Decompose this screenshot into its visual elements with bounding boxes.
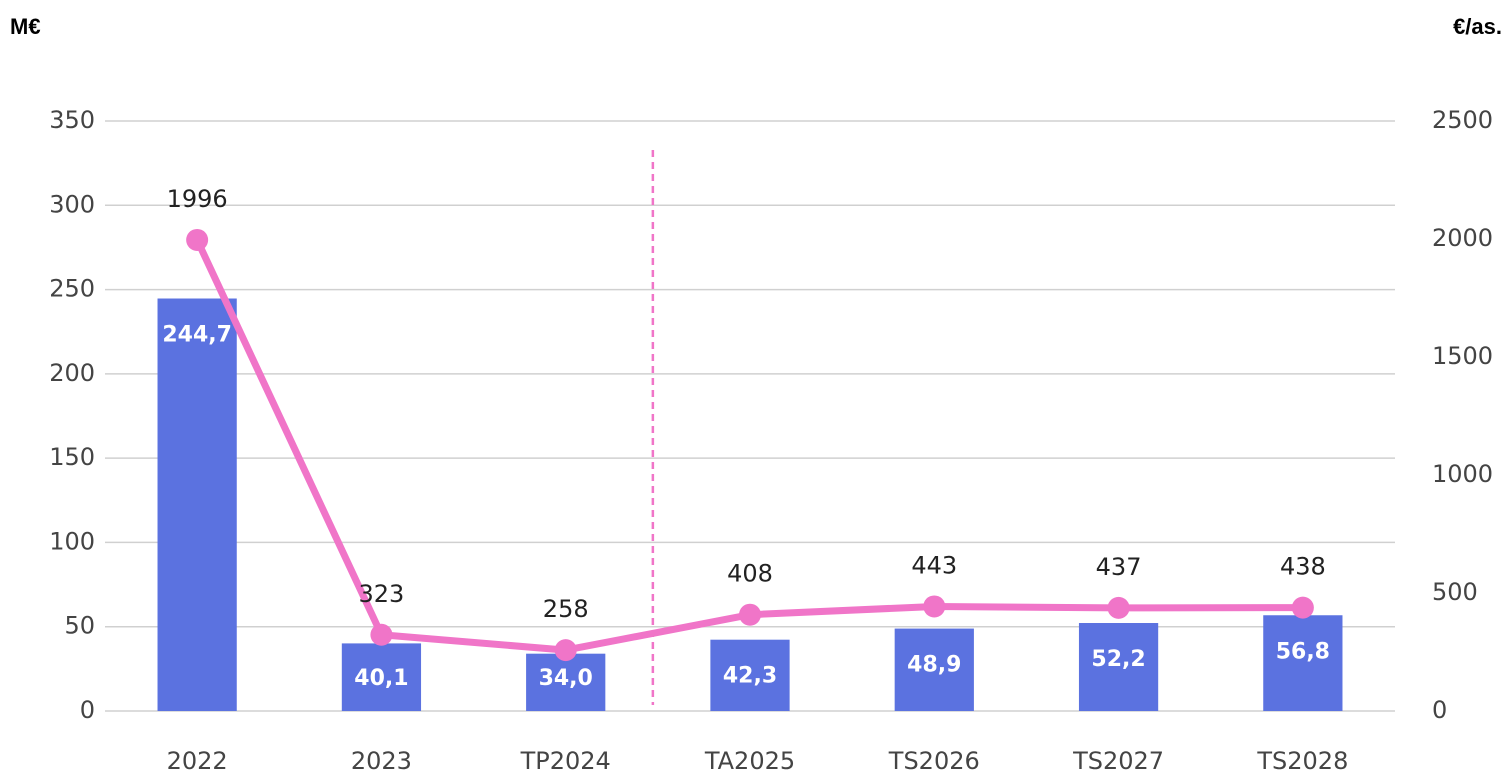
y-tick-label: 0	[80, 696, 95, 724]
y2-tick-label: 0	[1432, 696, 1447, 724]
y-tick-label: 50	[64, 612, 95, 640]
line-label: 443	[911, 551, 957, 579]
line-point	[370, 623, 393, 646]
bar	[157, 298, 237, 711]
x-tick-label: TP2024	[520, 747, 611, 775]
x-tick-label: 2022	[167, 747, 228, 775]
y-tick-label: 150	[49, 443, 95, 471]
line-point	[923, 595, 946, 618]
bar	[1078, 623, 1159, 711]
y2-tick-label: 2000	[1432, 224, 1493, 252]
y2-tick-label: 500	[1432, 578, 1478, 606]
line-point	[554, 639, 577, 662]
y-axis-title: M€	[10, 14, 41, 39]
line-label: 438	[1280, 553, 1326, 581]
bar	[710, 639, 790, 711]
bar-label: 34,0	[539, 666, 593, 691]
bar-label: 56,8	[1276, 639, 1330, 664]
y-tick-label: 100	[49, 527, 95, 555]
y-tick-label: 350	[49, 106, 95, 134]
x-tick-label: TS2027	[1072, 747, 1164, 775]
y-tick-label: 200	[49, 359, 95, 387]
x-tick-label: TS2028	[1256, 747, 1348, 775]
x-tick-label: TA2025	[704, 747, 795, 775]
bar	[1263, 615, 1343, 711]
line-point	[1291, 596, 1314, 619]
bar-label: 40,1	[354, 666, 408, 691]
line-label: 408	[727, 560, 773, 588]
bar-label: 52,2	[1091, 647, 1145, 672]
bar	[894, 628, 974, 711]
line-label: 323	[359, 580, 405, 608]
y2-tick-label: 1500	[1432, 342, 1493, 370]
line-label: 258	[543, 595, 589, 623]
bar-label: 244,7	[162, 323, 232, 348]
bar	[341, 643, 422, 711]
bar-label: 42,3	[723, 664, 777, 689]
x-tick-label: TS2026	[888, 747, 980, 775]
y-tick-label: 250	[49, 275, 95, 303]
bar-label: 48,9	[907, 653, 961, 678]
x-tick-label: 2023	[351, 747, 412, 775]
y2-tick-label: 2500	[1432, 106, 1493, 134]
line-label: 437	[1096, 553, 1142, 581]
line-point	[186, 228, 209, 251]
line-point	[739, 603, 761, 626]
line-label: 1996	[167, 185, 228, 213]
y2-axis-title: €/as.	[1453, 14, 1502, 39]
y2-tick-label: 1000	[1432, 460, 1493, 488]
line-point	[1107, 596, 1130, 619]
y-tick-label: 300	[49, 190, 95, 218]
bar	[526, 653, 606, 711]
